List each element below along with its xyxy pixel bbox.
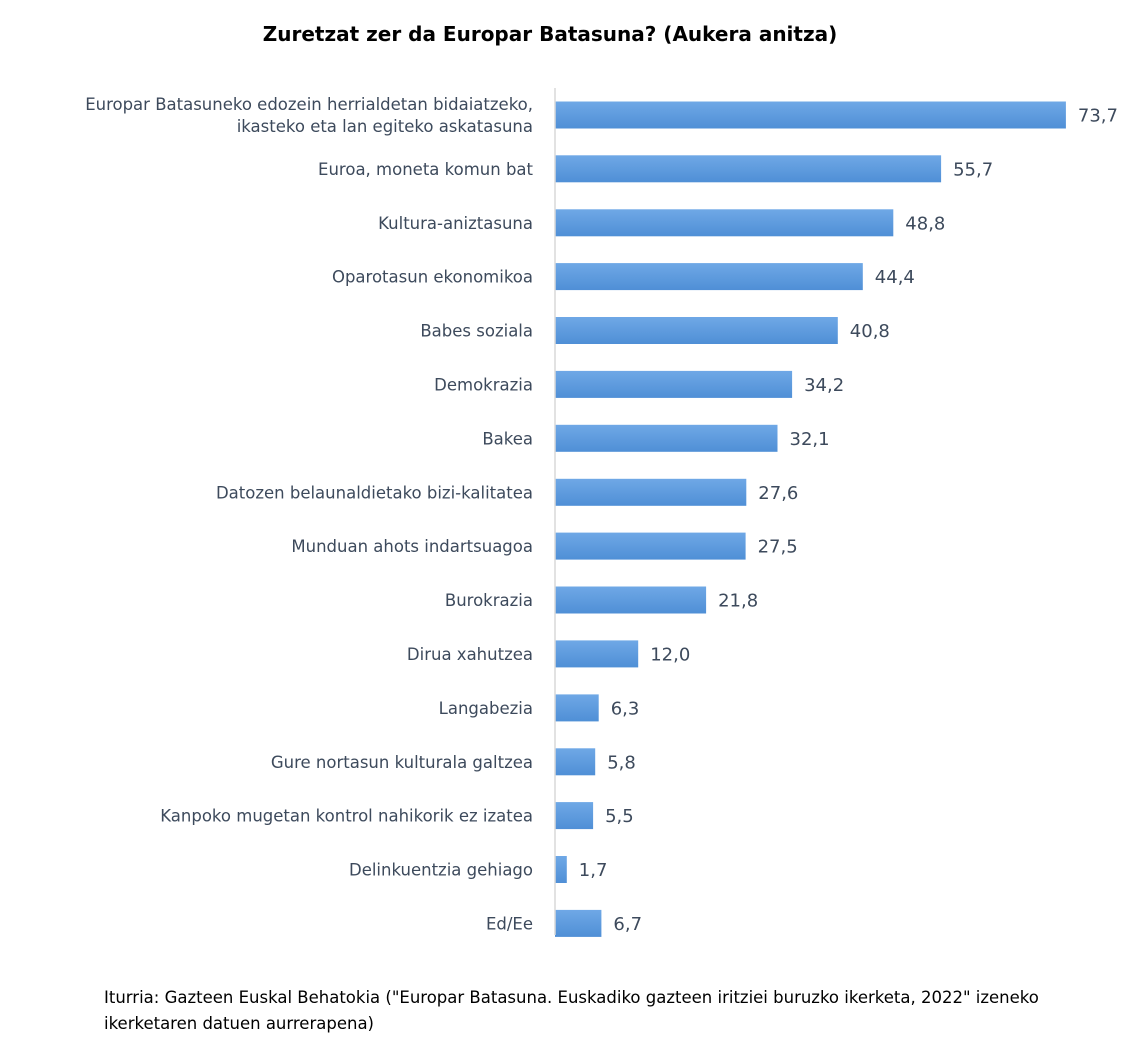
bar [555,640,639,668]
category-label: Bakea [482,429,533,448]
category-label: Burokrazia [445,591,533,610]
bar [555,263,863,291]
bar [555,155,942,183]
bar [555,856,567,883]
category-label: Delinkuentzia gehiago [349,861,533,880]
bar [555,478,747,506]
category-label: Dirua xahutzea [407,645,533,664]
data-label: 5,8 [607,752,636,773]
category-label: Demokrazia [434,375,533,394]
category-label: Gure nortasun kulturala galtzea [271,753,533,772]
bar [555,532,746,560]
data-label: 21,8 [718,591,758,612]
data-label: 73,7 [1078,106,1118,127]
data-label: 6,3 [611,698,640,719]
bars-layer: 73,7 Europar Batasuneko edozein herrialde… [85,95,1118,937]
data-label: 55,7 [953,159,993,180]
bar [555,586,707,614]
category-label: Kultura-aniztasuna [378,214,533,233]
category-label: Babes soziala [420,322,533,341]
data-label: 40,8 [850,321,890,342]
data-label: 44,4 [875,267,915,288]
data-label: 32,1 [790,429,830,450]
category-label: Euroa, moneta komun bat [318,160,533,179]
data-label: 6,7 [613,914,642,935]
bar [555,424,778,452]
category-label: Langabezia [439,699,533,718]
category-label: Kanpoko mugetan kontrol nahikorik ez iza… [160,807,533,826]
category-label: Europar Batasuneko edozein herrialdetan … [85,95,533,114]
data-label: 34,2 [804,375,844,396]
bar [555,694,599,722]
data-label: 1,7 [579,860,608,881]
bar [555,101,1066,129]
category-label: Munduan ahots indartsuagoa [291,537,533,556]
bar [555,209,894,237]
category-label: Oparotasun ekonomikoa [332,268,533,287]
data-label: 5,5 [605,806,634,827]
source-note: Iturria: Gazteen Euskal Behatokia ("Euro… [104,988,1039,1033]
data-label: 27,6 [758,483,798,504]
data-label: 27,5 [758,537,798,558]
data-label: 12,0 [650,644,690,665]
bar [555,802,594,830]
category-label: ikasteko eta lan egiteko askatasuna [237,117,533,136]
bar [555,370,793,398]
bar [555,909,602,937]
data-label: 48,8 [905,213,945,234]
chart-title: Zuretzat zer da Europar Batasuna? (Auker… [262,22,838,46]
bar [555,317,838,344]
category-label: Ed/Ee [486,914,533,933]
category-label: Datozen belaunaldietako bizi-kalitatea [216,483,533,502]
bar [555,748,596,776]
